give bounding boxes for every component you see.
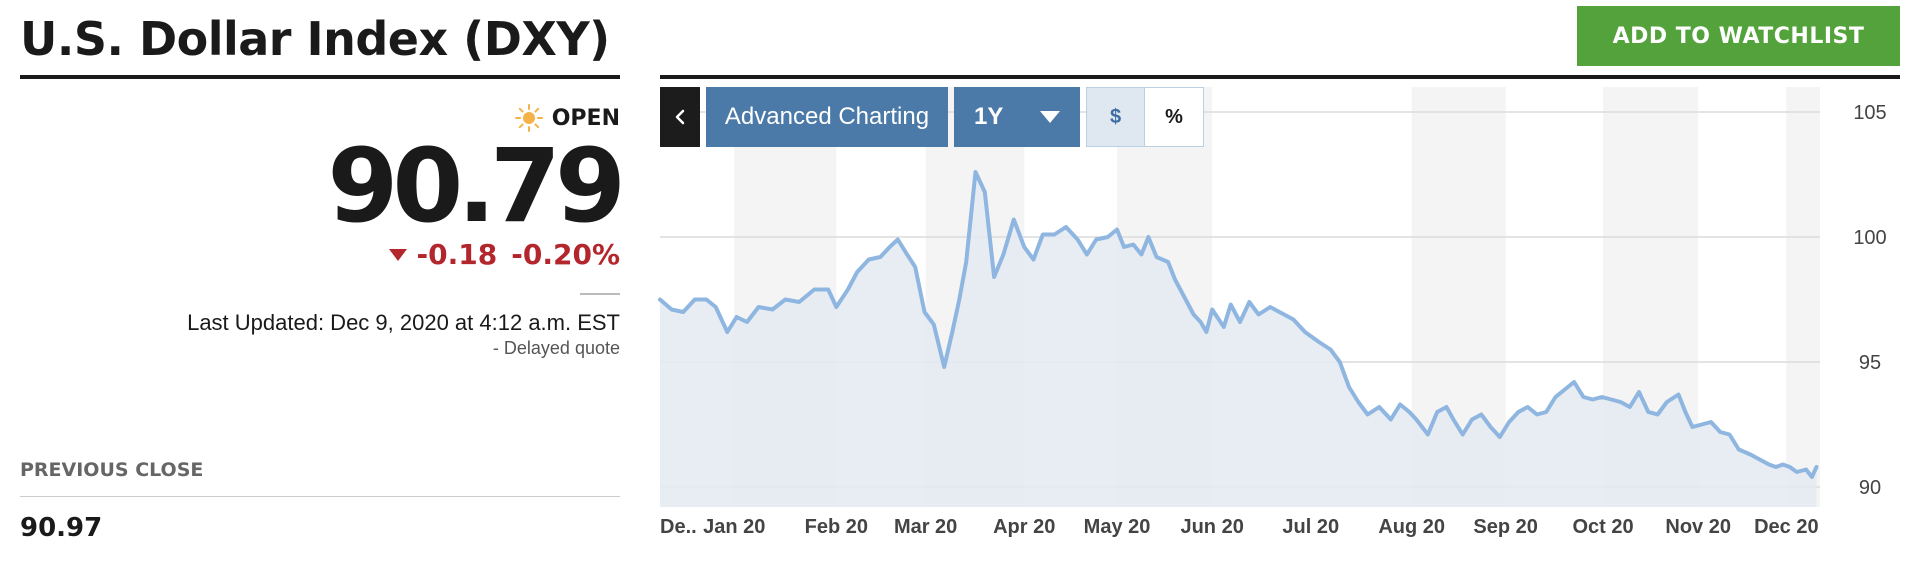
quote-divider xyxy=(580,293,620,295)
previous-close-divider xyxy=(20,496,620,497)
price-area xyxy=(660,172,1817,507)
x-tick-label: De.. xyxy=(660,516,697,538)
page-title: U.S. Dollar Index (DXY) xyxy=(20,12,610,66)
x-tick-label: Jun 20 xyxy=(1180,516,1243,538)
market-status-label: OPEN xyxy=(551,105,620,131)
down-arrow-icon xyxy=(388,248,407,261)
title-divider xyxy=(20,75,620,79)
dollar-mode-button[interactable]: $ xyxy=(1087,88,1145,146)
y-tick-label: 105 xyxy=(1853,102,1886,124)
change-points: -0.18 xyxy=(416,238,498,271)
last-updated: Last Updated: Dec 9, 2020 at 4:12 a.m. E… xyxy=(187,310,620,335)
chevron-down-icon xyxy=(1040,111,1060,123)
change-percent: -0.20% xyxy=(511,238,620,271)
y-tick-label: 95 xyxy=(1859,352,1881,374)
percent-mode-button[interactable]: % xyxy=(1145,88,1203,146)
value-mode-toggle: $ % xyxy=(1086,87,1204,147)
range-selector[interactable]: 1Y xyxy=(954,87,1080,147)
x-tick-label: Aug 20 xyxy=(1378,516,1445,538)
x-tick-label: Mar 20 xyxy=(894,516,957,538)
last-price: 90.79 xyxy=(327,127,626,246)
x-tick-label: Oct 20 xyxy=(1573,516,1634,538)
chart-divider xyxy=(660,75,1900,79)
x-tick-label: Jan 20 xyxy=(703,516,765,538)
x-tick-label: Apr 20 xyxy=(993,516,1055,538)
advanced-charting-button[interactable]: Advanced Charting xyxy=(706,87,948,147)
x-tick-label: Dec 20 xyxy=(1754,516,1819,538)
range-selector-label: 1Y xyxy=(974,103,1004,130)
sun-icon xyxy=(514,104,543,132)
x-tick-label: Feb 20 xyxy=(805,516,868,538)
x-tick-label: May 20 xyxy=(1084,516,1151,538)
y-tick-label: 90 xyxy=(1859,477,1881,499)
previous-close-value: 90.97 xyxy=(20,513,103,543)
x-tick-label: Jul 20 xyxy=(1282,516,1339,538)
market-status: OPEN xyxy=(514,101,620,135)
y-tick-label: 100 xyxy=(1853,227,1886,249)
delayed-quote-note: - Delayed quote xyxy=(492,338,620,358)
add-to-watchlist-button[interactable]: ADD TO WATCHLIST xyxy=(1577,6,1900,66)
previous-close-label: PREVIOUS CLOSE xyxy=(20,459,204,481)
month-band-5 xyxy=(1786,87,1820,507)
x-tick-label: Nov 20 xyxy=(1665,516,1731,538)
chevron-left-icon xyxy=(675,109,685,125)
price-change: -0.18 -0.20% xyxy=(388,238,620,271)
chart-toolbar: Advanced Charting 1Y $ % xyxy=(660,87,1204,147)
collapse-button[interactable] xyxy=(660,87,700,147)
x-tick-label: Sep 20 xyxy=(1473,516,1537,538)
price-line xyxy=(658,170,1819,479)
